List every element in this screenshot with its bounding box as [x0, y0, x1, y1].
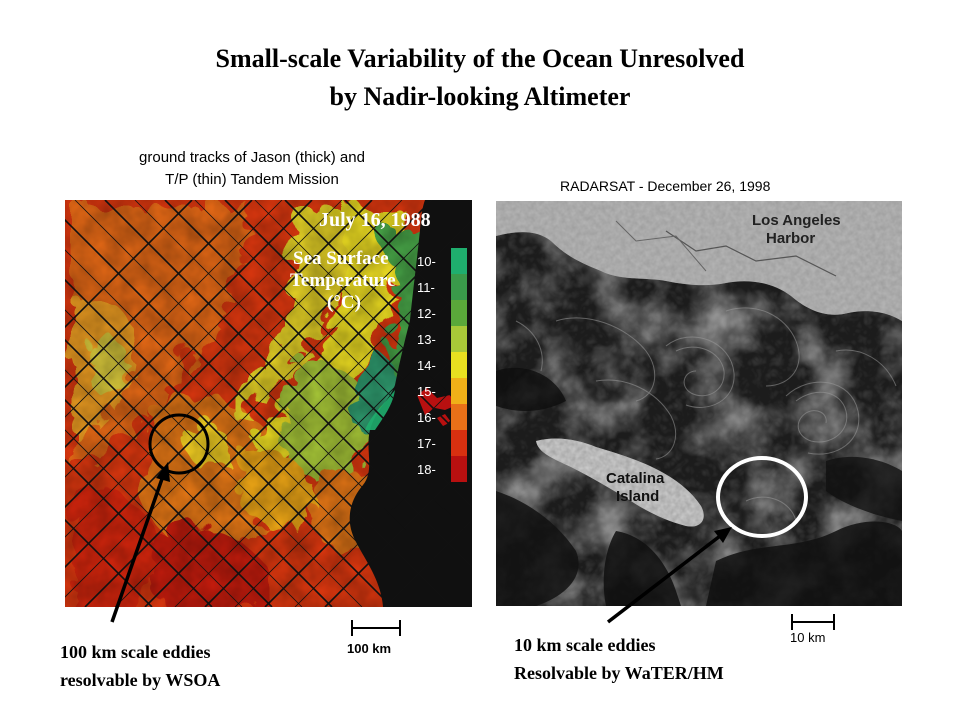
legend-tick-label: 14-: [417, 358, 436, 373]
scale-label-left: 100 km: [347, 641, 392, 656]
legend-tick-label: 10-: [417, 254, 436, 269]
legend-swatch: [451, 248, 467, 274]
legend-swatch: [451, 404, 467, 430]
sst-color-legend: [451, 248, 467, 482]
scale-label-right: 10 km: [790, 630, 826, 645]
left-caption-line1: ground tracks of Jason (thick) and: [139, 149, 365, 166]
sst-map-image: July 16, 1988 Sea Surface Temperature (°…: [65, 200, 472, 607]
eddy-caption-left: 100 km scale eddies resolvable by WSOA: [60, 638, 220, 694]
legend-tick-label: 16-: [417, 410, 436, 425]
legend-unit: (°C): [327, 292, 361, 313]
sst-date-label: July 16, 1988: [319, 209, 431, 231]
legend-swatch: [451, 300, 467, 326]
legend-tick-label: 18-: [417, 462, 436, 477]
left-caption: ground tracks of Jason (thick) and T/P (…: [84, 147, 420, 191]
eddy-circle-right: [716, 456, 808, 538]
radarsat-svg: Los Angeles Harbor Catalina Island: [496, 201, 902, 606]
legend-tick-label: 13-: [417, 332, 436, 347]
legend-tick-label: 11-: [417, 280, 435, 295]
scale-bar-left: [351, 620, 401, 636]
eddy-circle-left: [148, 413, 210, 475]
eddy-caption-left-line2: resolvable by WSOA: [60, 670, 221, 690]
sst-legend-ticks: 10- 11- 12- 13- 14- 15- 16- 17- 18-: [417, 254, 436, 477]
eddy-caption-left-line1: 100 km scale eddies: [60, 642, 211, 662]
left-caption-line2: T/P (thin) Tandem Mission: [165, 171, 339, 188]
eddy-caption-right: 10 km scale eddies Resolvable by WaTER/H…: [514, 631, 724, 687]
eddy-caption-right-line2: Resolvable by WaTER/HM: [514, 663, 724, 683]
eddy-caption-right-line1: 10 km scale eddies: [514, 635, 656, 655]
legend-title-1: Sea Surface: [293, 248, 389, 269]
legend-title-2: Temperature: [290, 270, 396, 291]
island-label-line2: Island: [616, 488, 659, 505]
right-caption: RADARSAT - December 26, 1998: [560, 178, 771, 194]
page-title-line1: Small-scale Variability of the Ocean Unr…: [215, 44, 745, 73]
legend-swatch: [451, 378, 467, 404]
legend-tick-label: 15-: [417, 384, 436, 399]
harbor-label-line1: Los Angeles: [752, 212, 841, 229]
legend-tick-label: 17-: [417, 436, 436, 451]
island-label-line1: Catalina: [606, 470, 665, 487]
legend-swatch: [451, 352, 467, 378]
radarsat-image: Los Angeles Harbor Catalina Island: [496, 201, 902, 606]
sst-map-svg: July 16, 1988 Sea Surface Temperature (°…: [65, 200, 472, 607]
scale-bar-right: [791, 614, 835, 630]
legend-swatch: [451, 326, 467, 352]
legend-swatch: [451, 456, 467, 482]
legend-swatch: [451, 430, 467, 456]
legend-swatch: [451, 274, 467, 300]
harbor-label-line2: Harbor: [766, 230, 815, 247]
legend-tick-label: 12-: [417, 306, 436, 321]
page-title-line2: by Nadir-looking Altimeter: [329, 82, 631, 111]
